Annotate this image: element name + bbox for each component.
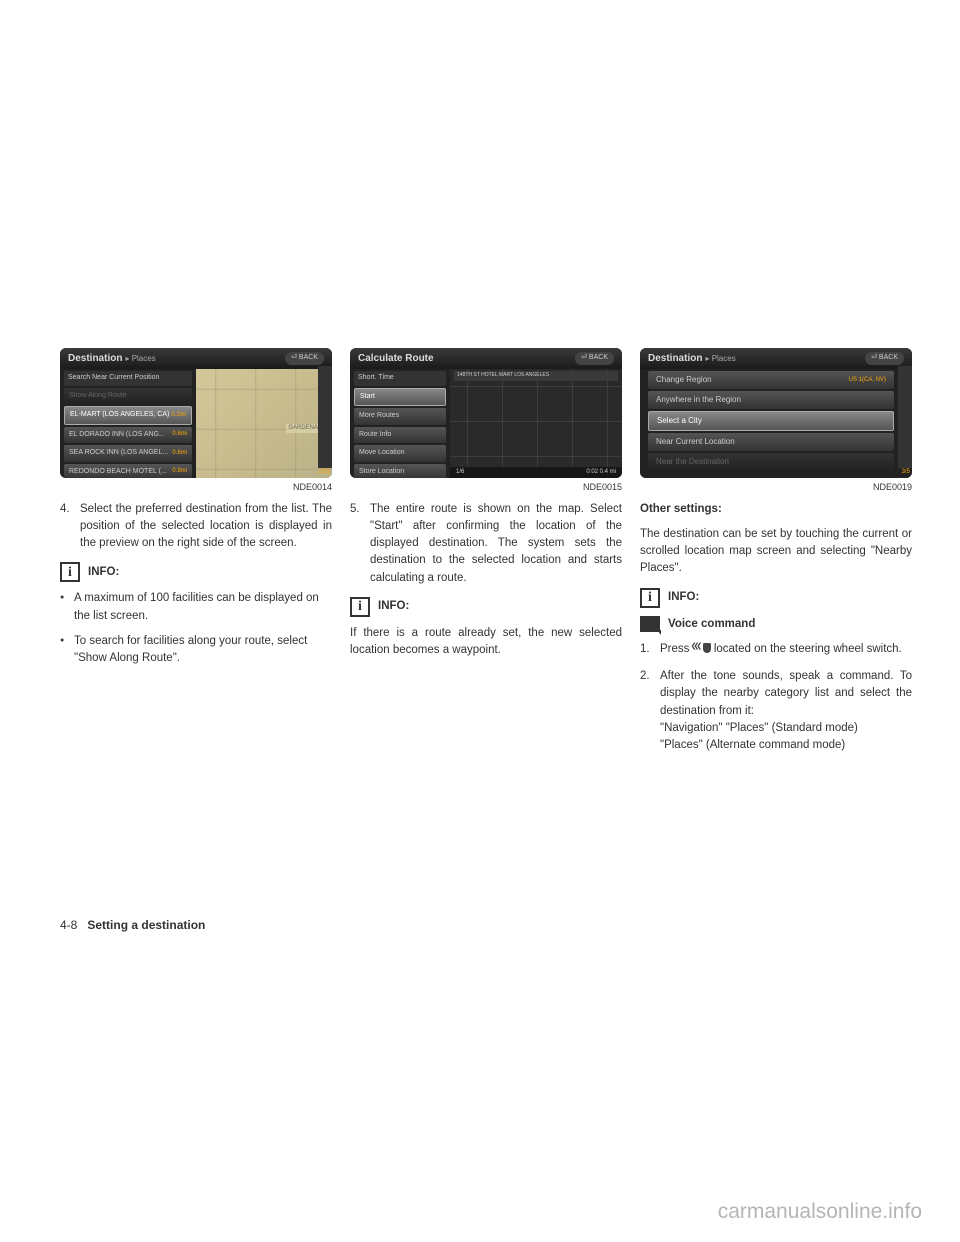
step-number: 2. — [640, 668, 660, 754]
bullet-item: To search for facilities along your rout… — [60, 633, 332, 668]
watermark: carmanualsonline.info — [718, 1200, 922, 1224]
show-along-item: Show Along Route — [64, 388, 192, 405]
list-item: Change RegionUS 1(CA, NV) — [648, 371, 894, 389]
info-label: INFO: — [668, 589, 699, 606]
step-number: 5. — [350, 501, 370, 587]
list-item: Anywhere in the Region — [648, 391, 894, 409]
footer-right: 0:02 0.4 mi — [586, 468, 616, 477]
back-button: ⏎ BACK — [865, 352, 904, 365]
list-item: Store Location — [354, 464, 446, 479]
step-text: Press located on the steering wheel swit… — [660, 641, 912, 658]
map-preview: GARDENA — [196, 369, 332, 478]
image-id: NDE0015 — [350, 481, 622, 495]
map-top-label: 148TH ST HOTEL MART LOS ANGELES — [454, 371, 618, 381]
route-menu: Short. Time Start More Routes Route Info… — [350, 369, 450, 478]
map-preview: 148TH ST HOTEL MART LOS ANGELES — [450, 369, 622, 478]
pager: 1/51 — [318, 468, 330, 477]
voice-label: Voice command — [668, 616, 755, 633]
image-id: NDE0019 — [640, 481, 912, 495]
pager: 3/5 — [902, 468, 910, 477]
scrollbar — [318, 366, 332, 468]
list-item: Near Current Location — [648, 433, 894, 451]
image-id: NDE0014 — [60, 481, 332, 495]
nav-header: Destination ▸ Places ⏎ BACK — [640, 348, 912, 369]
list-item: Select a City — [648, 411, 894, 431]
nav-header: Destination ▸ Places ⏎ BACK — [60, 348, 332, 369]
list-item: Start — [354, 388, 446, 407]
info-header: i INFO: — [640, 588, 912, 608]
info-icon: i — [60, 562, 80, 582]
step-text: After the tone sounds, speak a command. … — [660, 668, 912, 754]
list-item: Move Location — [354, 445, 446, 462]
page-number: 4-8 — [60, 918, 77, 932]
header-title: Destination — [648, 351, 702, 366]
page-footer: 4-8 Setting a destination — [60, 918, 205, 932]
step-4: 4. Select the preferred destination from… — [60, 501, 332, 553]
info-paragraph: If there is a route already set, the new… — [350, 625, 622, 660]
footer-left: 1/6 — [456, 468, 464, 477]
screenshot-destination-menu: Destination ▸ Places ⏎ BACK Change Regio… — [640, 348, 912, 478]
info-header: i INFO: — [350, 597, 622, 617]
other-settings-heading: Other settings: — [640, 501, 912, 518]
step-5: 5. The entire route is shown on the map.… — [350, 501, 622, 587]
info-icon: i — [640, 588, 660, 608]
map-footer: 1/6 0:02 0.4 mi — [450, 467, 622, 478]
destination-menu: Change RegionUS 1(CA, NV) Anywhere in th… — [640, 369, 912, 478]
voice-icon — [640, 616, 660, 632]
header-sub: ▸ Places — [705, 353, 735, 365]
header-title: Destination — [68, 351, 122, 366]
bullet-text: To search for facilities along your rout… — [74, 633, 332, 668]
list-item: More Routes — [354, 408, 446, 425]
info-label: INFO: — [378, 598, 409, 615]
step-number: 4. — [60, 501, 80, 553]
section-title: Setting a destination — [87, 918, 205, 932]
voice-step-1: 1. Press located on the steering wheel s… — [640, 641, 912, 658]
screenshot-places-list: Destination ▸ Places ⏎ BACK Search Near … — [60, 348, 332, 478]
other-settings-text: The destination can be set by touching t… — [640, 526, 912, 578]
info-icon: i — [350, 597, 370, 617]
list-item: EL DORADO INN (LOS ANG...0.6mi — [64, 427, 192, 444]
voice-command-header: Voice command — [640, 616, 912, 633]
list-item: REDONDO BEACH MOTEL (...0.9mi — [64, 464, 192, 479]
menu-header: Short. Time — [354, 371, 446, 386]
info-label: INFO: — [88, 564, 119, 581]
back-button: ⏎ BACK — [285, 352, 324, 365]
bullet-item: A maximum of 100 facilities can be displ… — [60, 590, 332, 625]
header-title: Calculate Route — [358, 351, 434, 366]
list-item: SEA ROCK INN (LOS ANGEL...0.6mi — [64, 445, 192, 462]
step-number: 1. — [640, 641, 660, 658]
info-header: i INFO: — [60, 562, 332, 582]
menu-header: Search Near Current Position — [64, 371, 192, 386]
header-sub: ▸ Places — [125, 353, 155, 365]
list-item: Route Info — [354, 427, 446, 444]
back-button: ⏎ BACK — [575, 352, 614, 365]
screenshot-calculate-route: Calculate Route ⏎ BACK Short. Time Start… — [350, 348, 622, 478]
places-menu: Search Near Current Position Show Along … — [60, 369, 196, 478]
voice-step-2: 2. After the tone sounds, speak a comman… — [640, 668, 912, 754]
map-label: GARDENA — [286, 424, 320, 433]
list-item: Near the Destination — [648, 453, 894, 471]
step-text: Select the preferred destination from th… — [80, 501, 332, 553]
list-item: EL-MART (LOS ANGELES, CA)0.2mi — [64, 406, 192, 425]
step-text: The entire route is shown on the map. Se… — [370, 501, 622, 587]
bullet-text: A maximum of 100 facilities can be displ… — [74, 590, 332, 625]
scrollbar — [898, 366, 912, 468]
talk-icon — [693, 642, 711, 655]
nav-header: Calculate Route ⏎ BACK — [350, 348, 622, 369]
